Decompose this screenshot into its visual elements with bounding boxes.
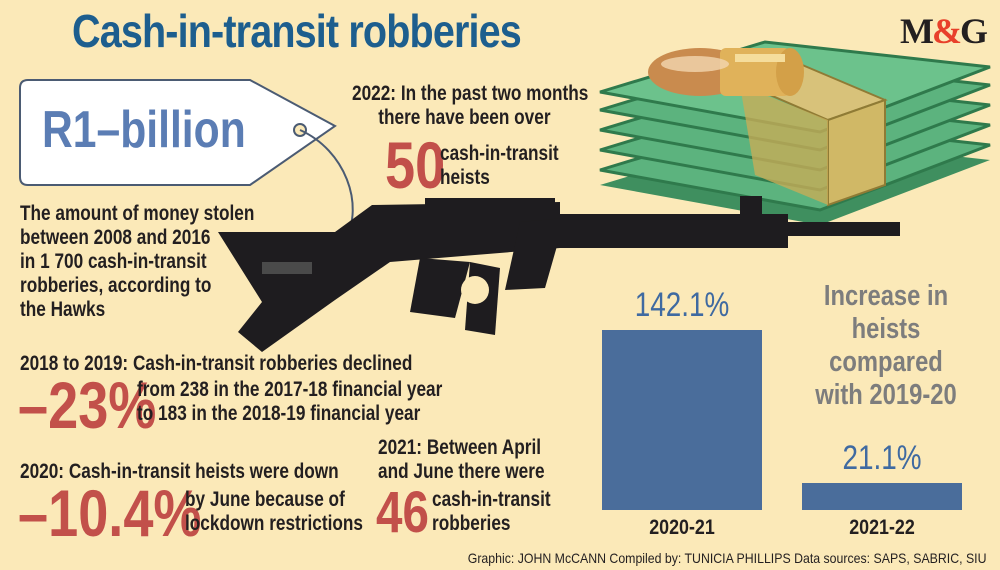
chart-title: Increase in heists compared with 2019-20 (815, 280, 957, 411)
fact-2020-text: by June because of lockdown restrictions (185, 488, 363, 535)
fact-2022-label: cash-in-transit heists (440, 142, 559, 189)
bar-chart: 142.1% 2020-21 21.1% 2021-22 (590, 280, 990, 540)
fact-2018-text: from 238 in the 2017-18 financial year t… (137, 378, 443, 425)
fact-2020-heading: 2020: Cash-in-transit heists were down (20, 460, 339, 483)
tag-description: The amount of money stolen between 2008 … (20, 202, 255, 321)
fact-2021-number: 46 (376, 480, 429, 545)
fact-2020-number: –10.4% (18, 476, 202, 550)
bar-value-label: 142.1% (634, 286, 730, 324)
fact-2018-number: –23% (18, 368, 157, 442)
bar-2021-22 (802, 483, 962, 510)
mg-logo: M&G (900, 11, 988, 51)
fact-2022-number: 50 (385, 128, 446, 202)
rifle-icon (218, 196, 900, 352)
fact-2021-label: cash-in-transit robberies (432, 488, 551, 535)
bar-category-label: 2020-21 (649, 516, 715, 539)
bar-2020-21 (602, 330, 762, 510)
page-title: Cash-in-transit robberies (72, 5, 522, 57)
fact-2021-text: 2021: Between April and June there were (378, 436, 545, 483)
credits: Graphic: JOHN McCANN Compiled by: TUNICI… (467, 550, 986, 566)
bullet-icon (648, 48, 804, 96)
bar-category-label: 2021-22 (849, 516, 915, 539)
bar-value-label: 21.1% (842, 439, 922, 477)
fact-2022-text: 2022: In the past two months there have … (352, 82, 589, 129)
tag-amount: R1–billion (42, 101, 246, 159)
fact-2018-heading: 2018 to 2019: Cash-in-transit robberies … (20, 352, 413, 375)
